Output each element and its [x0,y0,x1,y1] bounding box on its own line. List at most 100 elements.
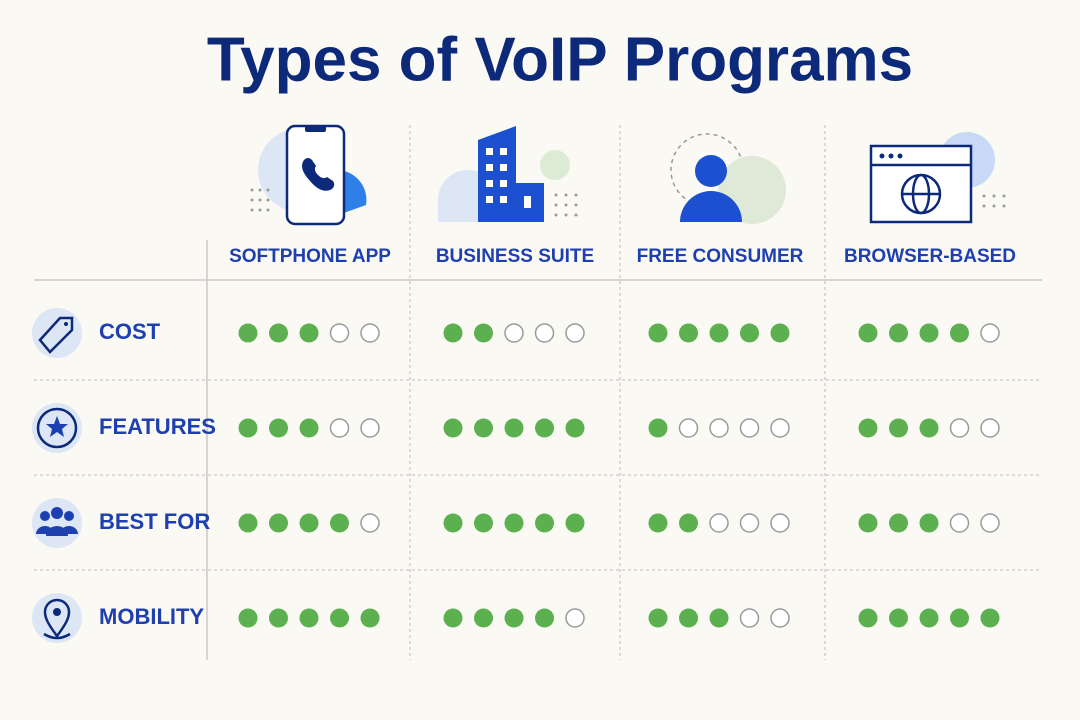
dot-filled [269,608,288,628]
rating [648,323,790,343]
rating [238,323,380,343]
dot-filled [858,513,878,533]
dot-empty [329,418,350,438]
rating [238,513,380,533]
dot-filled [238,418,258,438]
dot-filled [238,608,258,628]
dot-filled [330,608,349,628]
dot-filled [299,513,319,533]
row-label: FEATURES [99,414,216,439]
dot-filled [858,418,878,438]
softphone-icon [250,124,367,226]
dot-empty [565,323,585,343]
dot-filled [238,323,258,343]
dot-filled [443,513,463,533]
row-icons [32,308,82,643]
dot-empty [980,323,1000,343]
column-header: BROWSER-BASED [844,246,1016,267]
dot-filled [889,323,908,343]
dot-filled [269,513,288,533]
dot-filled [474,323,493,343]
rating [858,418,1000,438]
row-label: MOBILITY [99,604,204,629]
rating [648,418,790,438]
rating [858,323,1000,343]
rating [238,608,380,628]
dot-empty [949,513,970,533]
row-label: BEST FOR [99,509,210,534]
dot-filled [709,323,729,343]
rating [858,608,1000,628]
rating [648,608,790,628]
dot-filled [919,608,939,628]
dot-filled [565,513,585,533]
dot-empty [360,513,380,533]
dot-empty [565,608,585,628]
dot-empty [739,513,760,533]
dot-filled [889,608,908,628]
dot-filled [740,323,759,343]
dot-filled [443,608,463,628]
rating [443,513,585,533]
dot-filled [565,418,585,438]
dot-empty [739,608,760,628]
dot-empty [980,418,1000,438]
dot-empty [329,323,350,343]
dot-empty [980,513,1000,533]
dot-filled [535,513,554,533]
dot-filled [648,608,668,628]
dot-filled [648,513,668,533]
dot-empty [360,323,380,343]
dot-filled [269,418,288,438]
dot-empty [678,418,699,438]
dot-filled [858,323,878,343]
dot-filled [299,323,319,343]
dot-empty [709,418,729,438]
dot-filled [919,418,939,438]
dot-empty [770,608,790,628]
dot-filled [770,323,790,343]
dot-filled [950,323,969,343]
dot-filled [919,513,939,533]
column-header: FREE CONSUMER [637,246,804,267]
dot-filled [889,418,908,438]
dot-filled [709,608,729,628]
dot-empty [709,513,729,533]
dot-filled [858,608,878,628]
dot-filled [535,608,554,628]
dot-filled [360,608,380,628]
dot-filled [535,418,554,438]
dot-filled [679,608,698,628]
rating [648,513,790,533]
rating [443,323,585,343]
dot-filled [443,418,463,438]
browser-icon [869,132,1006,224]
dot-filled [504,513,524,533]
rating [443,418,585,438]
dot-filled [269,323,288,343]
grid [34,125,1042,660]
business-icon [438,126,578,222]
column-header: BUSINESS SUITE [436,246,594,267]
dot-filled [299,608,319,628]
dot-filled [474,608,493,628]
dot-filled [679,323,698,343]
rating [238,418,380,438]
dot-filled [299,418,319,438]
dot-filled [950,608,969,628]
dot-empty [360,418,380,438]
dot-empty [949,418,970,438]
dot-filled [330,513,349,533]
dot-filled [679,513,698,533]
dot-empty [534,323,555,343]
dot-filled [648,323,668,343]
dot-filled [474,513,493,533]
column-header: SOFTPHONE APP [229,246,391,267]
dot-filled [504,418,524,438]
title: Types of VoIP Programs [207,25,913,94]
consumer-icon [670,133,786,224]
dot-filled [919,323,939,343]
row-label: COST [99,319,161,344]
